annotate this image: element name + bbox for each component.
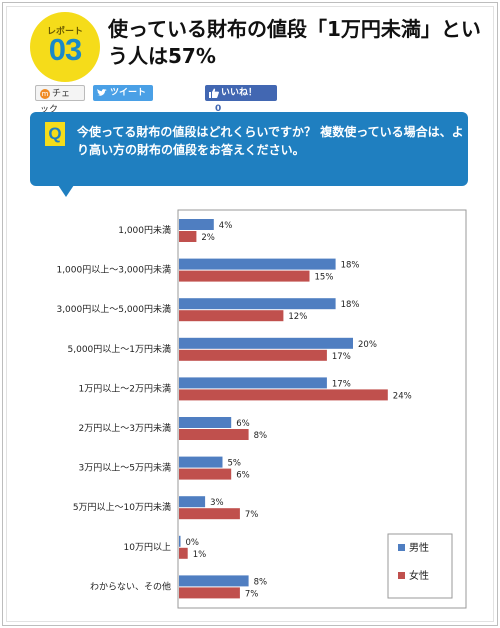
check-button[interactable]: m チェック <box>35 85 85 115</box>
category-label: 3,000円以上～5,000円未満 <box>56 303 171 315</box>
data-label: 18% <box>341 300 360 310</box>
like-button[interactable]: いいね！0 <box>205 85 277 115</box>
category-label: 1,000円以上～3,000円未満 <box>56 264 171 276</box>
report-badge: レポート 03 <box>30 12 100 82</box>
bar-male <box>179 535 181 547</box>
category-label: 3万円以上～5万円未満 <box>79 462 171 474</box>
data-label: 17% <box>332 352 351 362</box>
data-label: 4% <box>219 221 233 231</box>
category-label: わからない、その他 <box>90 580 171 592</box>
check-label: チェック <box>40 89 71 115</box>
category-label: 10万円以上 <box>124 542 171 553</box>
data-label: 8% <box>254 577 268 587</box>
question-box <box>30 112 468 186</box>
question-text: 今使ってる財布の値段はどれくらいですか？ 複数使っている場合は、より高い方の財布… <box>77 125 464 157</box>
check-icon: m <box>40 88 50 99</box>
badge-label: レポート <box>46 27 83 37</box>
question-box-tail <box>58 185 74 197</box>
page-inner-frame <box>6 6 494 622</box>
bar-female <box>179 468 232 480</box>
category-label: 1,000円未満 <box>118 224 171 236</box>
data-label: 8% <box>254 431 268 441</box>
data-label: 24% <box>393 391 412 401</box>
data-label: 7% <box>245 589 259 599</box>
data-label: 1% <box>193 550 207 560</box>
bar-male <box>179 337 353 349</box>
bar-male <box>179 575 249 587</box>
page-title: 使っている財布の値段「1万円未満」という人は57% <box>108 17 481 68</box>
data-label: 20% <box>358 340 377 350</box>
bar-female <box>179 429 249 440</box>
legend-label: 男性 <box>409 541 429 554</box>
data-label: 7% <box>245 510 259 520</box>
data-label: 6% <box>236 471 250 481</box>
bar-male <box>179 298 336 310</box>
data-label: 6% <box>236 419 250 429</box>
bar-male <box>179 258 336 270</box>
data-label: 5% <box>228 459 242 469</box>
bar-male <box>179 417 232 428</box>
question-q-icon: Q <box>45 122 65 146</box>
data-label: 3% <box>210 498 224 508</box>
category-label: 5,000円以上～1万円未満 <box>68 343 172 355</box>
bar-male <box>179 496 206 508</box>
bar-male <box>179 456 223 468</box>
bar-female <box>179 547 188 559</box>
bar-female <box>179 349 327 361</box>
category-label: 5万円以上～10万円未満 <box>73 501 171 513</box>
legend-label: 女性 <box>409 569 429 582</box>
tweet-label: ツイート <box>110 88 147 98</box>
bar-male <box>179 377 327 389</box>
bar-male <box>179 219 214 230</box>
data-label: 17% <box>332 379 351 389</box>
bar-female <box>179 310 284 322</box>
bar-female <box>179 587 240 599</box>
data-label: 15% <box>315 273 334 283</box>
like-label: いいね！ <box>221 88 258 98</box>
bar-female <box>179 231 197 242</box>
bar-female <box>179 389 388 401</box>
data-label: 2% <box>201 233 215 243</box>
bar-female <box>179 508 240 520</box>
category-label: 2万円以上～3万円未満 <box>79 422 171 434</box>
thumbs-up-icon <box>209 88 219 98</box>
legend-swatch <box>398 544 405 551</box>
badge-number: 03 <box>48 32 82 67</box>
tweet-button[interactable]: ツイート <box>93 85 153 101</box>
bird-icon <box>97 88 107 96</box>
data-label: 0% <box>186 538 200 548</box>
bar-female <box>179 270 310 282</box>
data-label: 18% <box>341 261 360 271</box>
legend-swatch <box>398 572 405 579</box>
data-label: 12% <box>288 312 307 322</box>
category-label: 1万円以上～2万円未満 <box>79 382 171 394</box>
